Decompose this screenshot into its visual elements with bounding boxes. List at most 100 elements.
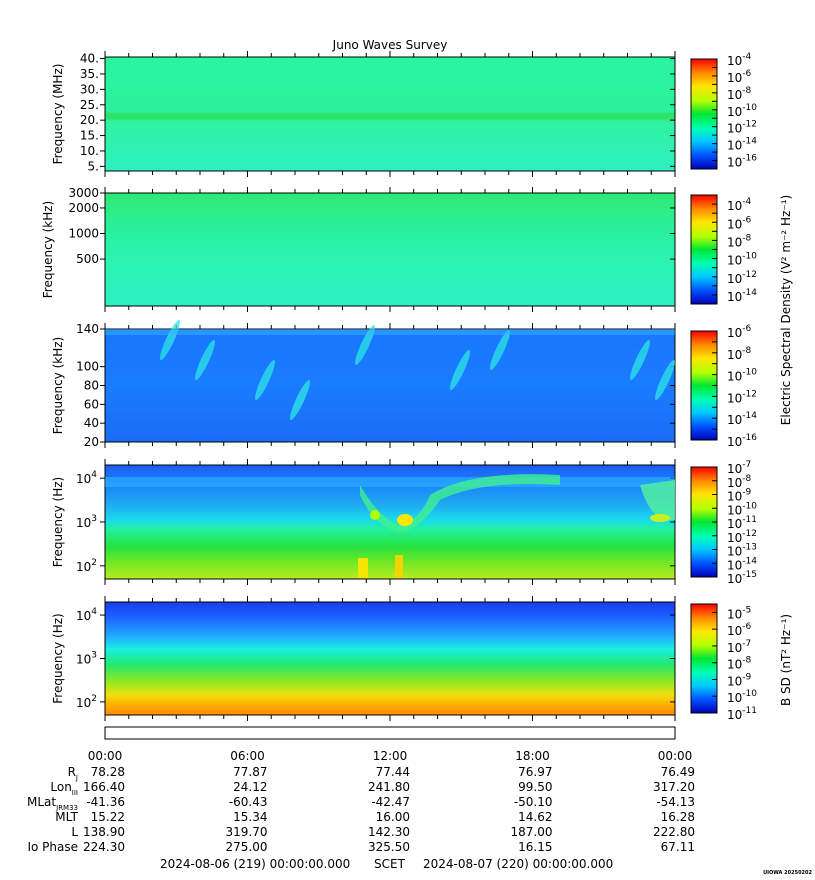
time-tick-label: 12:00 — [373, 749, 408, 763]
magnetic-colorbar-label: B SD (nT² Hz⁻¹) — [779, 614, 793, 706]
panel-frame-2 — [104, 192, 676, 307]
timeline-bar — [104, 726, 676, 740]
time-tick-label: 18:00 — [515, 749, 550, 763]
colorbar-tick-label: 10-8 — [727, 346, 752, 362]
ephemeris-value: 275.00 — [226, 840, 268, 854]
intense-emission — [370, 510, 380, 520]
ephemeris-value: 166.40 — [83, 780, 125, 794]
colorbar-tick-label: 10-12 — [727, 120, 757, 136]
colorbar-tick-label: 10-6 — [727, 324, 752, 340]
spectrogram-image-1 — [105, 57, 675, 171]
colorbar-tick-label: 10-10 — [727, 368, 757, 384]
intense-emission — [397, 514, 413, 526]
ephemeris-value: -50.10 — [514, 795, 553, 809]
burst-feature — [160, 319, 180, 361]
y-tick-label: 40 — [84, 416, 99, 430]
ephemeris-label: MLT — [55, 810, 78, 824]
ephemeris-value: 15.34 — [233, 810, 267, 824]
y-tick-label: 104 — [76, 470, 97, 486]
y-axis-label-4: Frequency (Hz) — [51, 477, 65, 568]
colorbar-tick-label: 10-10 — [727, 252, 757, 268]
colorbar-3: 10-6 10-8 10-10 10-12 10-14 10-16 — [690, 324, 757, 449]
panel-frame-3 — [104, 328, 676, 443]
footer-credit: UIOWA 20250202 — [763, 870, 812, 876]
colorbar-tick-label: 10-6 — [727, 215, 752, 231]
y-tick-label: 2000 — [68, 201, 99, 215]
y-tick-label: 35. — [80, 67, 99, 81]
panel-frame-5 — [104, 601, 676, 716]
ephemeris-value: -54.13 — [656, 795, 695, 809]
colorbar-scale-5 — [690, 603, 718, 714]
y-tick-label: 60 — [84, 397, 99, 411]
y-tick-label: 1000 — [68, 227, 99, 241]
time-tick-label: 00:00 — [658, 749, 693, 763]
ephemeris-value: 142.30 — [368, 825, 410, 839]
colorbar-scale-1 — [690, 58, 718, 170]
burst-feature — [355, 324, 375, 366]
colorbar-tick-label: 10-10 — [727, 689, 757, 705]
y-axis-label-2: Frequency (kHz) — [41, 201, 55, 298]
burst-feature — [630, 339, 650, 381]
ephemeris-value: -60.43 — [229, 795, 268, 809]
colorbar-tick-label: 10-14 — [727, 411, 757, 427]
colorbar-tick-label: 10-11 — [727, 706, 757, 722]
burst-feature — [195, 339, 215, 381]
ephemeris-value: 16.00 — [376, 810, 410, 824]
colorbar-tick-label: 10-14 — [727, 137, 757, 153]
y-tick-label: 500 — [76, 252, 99, 266]
ephemeris-value: 138.90 — [83, 825, 125, 839]
y-tick-label: 20. — [80, 113, 99, 127]
footer-start: 2024-08-06 (219) 00:00:00.000 — [160, 857, 350, 871]
colorbar-tick-label: 10-12 — [727, 270, 757, 286]
ephemeris-value: 14.62 — [518, 810, 552, 824]
colorbar-tick-label: 10-16 — [727, 154, 757, 170]
chorus-emission — [640, 480, 675, 520]
colorbar-tick-label: 10-10 — [727, 103, 757, 119]
hiss-band — [105, 477, 675, 487]
burst-feature — [655, 359, 675, 401]
ephemeris-value: 241.80 — [368, 780, 410, 794]
colorbar-tick-label: 10-4 — [727, 52, 752, 68]
low-freq-burst — [358, 558, 368, 578]
spectrogram-panel-3: 140 100 80 60 40 20 Frequency (kHz) — [51, 322, 676, 449]
ephemeris-value: 16.28 — [661, 810, 695, 824]
ephemeris-value: 187.00 — [511, 825, 553, 839]
colorbar-tick-label: 10-16 — [727, 433, 757, 449]
colorbar-tick-label: 10-6 — [727, 622, 752, 638]
y-tick-label: 3000 — [68, 186, 99, 200]
ephemeris-value: 67.11 — [661, 840, 695, 854]
time-tick-label: 00:00 — [88, 749, 123, 763]
low-freq-burst — [395, 555, 403, 578]
intense-emission — [650, 514, 670, 522]
y-tick-label: 140 — [76, 322, 99, 336]
colorbar-2: 10-4 10-6 10-8 10-10 10-12 10-14 — [690, 194, 757, 305]
ephemeris-value: 76.49 — [661, 765, 695, 779]
ephemeris-value: 325.50 — [368, 840, 410, 854]
panel-frame-1 — [104, 56, 676, 172]
colorbar-tick-label: 10-6 — [727, 69, 752, 85]
ephemeris-value: 224.30 — [83, 840, 125, 854]
y-axis-label-1: Frequency (MHz) — [51, 64, 65, 165]
y-tick-label: 100 — [76, 360, 99, 374]
y-tick-label: 30. — [80, 82, 99, 96]
ephemeris-value: 78.28 — [91, 765, 125, 779]
y-tick-label: 104 — [76, 607, 97, 623]
colorbar-tick-label: 10-12 — [727, 389, 757, 405]
y-tick-label: 102 — [76, 694, 97, 710]
y-tick-label: 103 — [76, 651, 97, 667]
electric-colorbar-label: Electric Spectral Density (V² m⁻² Hz⁻¹) — [779, 195, 793, 425]
colorbar-tick-label: 10-5 — [727, 605, 751, 621]
colorbar-tick-label: 10-9 — [727, 672, 752, 688]
footer-end: 2024-08-07 (220) 00:00:00.000 — [423, 857, 613, 871]
y-axis-label-5: Frequency (Hz) — [51, 613, 65, 704]
ephemeris-value: 24.12 — [233, 780, 267, 794]
y-tick-label: 103 — [76, 514, 97, 530]
top-band — [105, 329, 675, 335]
ephemeris-value: -42.47 — [371, 795, 410, 809]
spectrogram-image-2 — [105, 193, 675, 306]
y-tick-label: 5. — [88, 159, 99, 173]
burst-feature — [255, 359, 275, 401]
y-tick-label: 40. — [80, 52, 99, 66]
